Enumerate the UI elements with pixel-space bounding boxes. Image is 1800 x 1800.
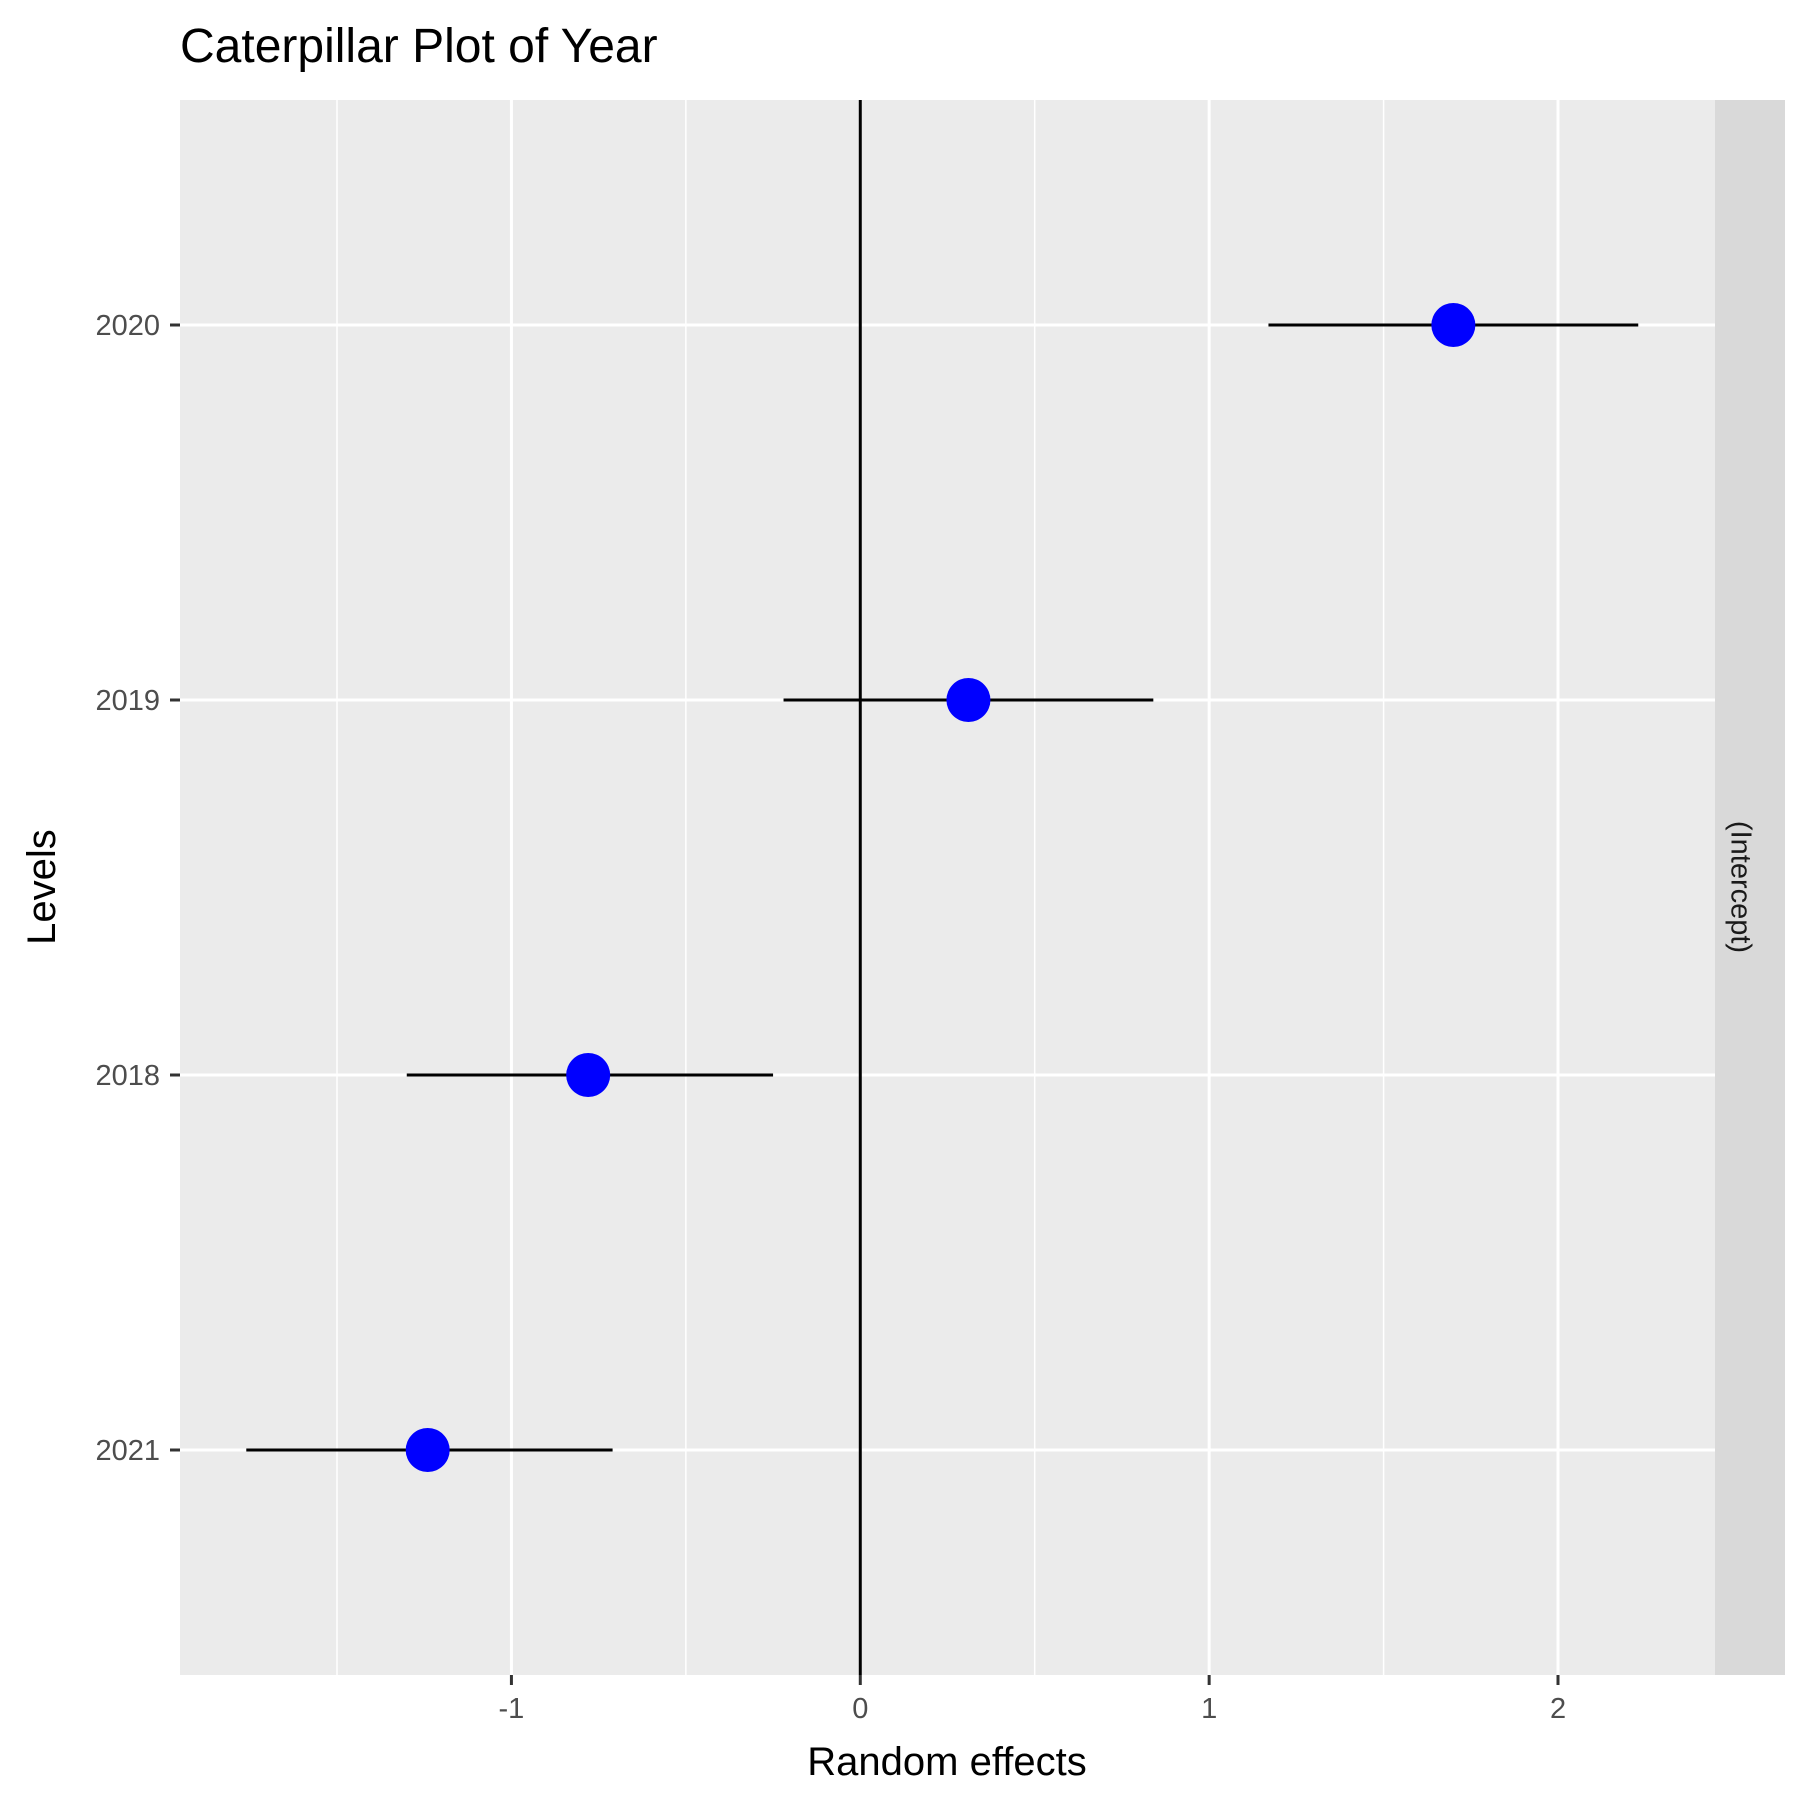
y-axis-title: Levels — [20, 829, 64, 945]
data-point — [566, 1053, 611, 1097]
y-tick-label: 2018 — [95, 1060, 160, 1092]
facet-strip — [1715, 100, 1785, 1675]
x-axis-title: Random effects — [807, 1740, 1086, 1784]
plot-panel — [180, 100, 1715, 1675]
minor-gridlines — [336, 100, 1385, 1675]
x-tick-label: -1 — [499, 1693, 525, 1725]
data-point — [405, 1428, 450, 1472]
y-axis-ticks: 2021 2018 2019 2020 — [95, 310, 180, 1467]
points — [405, 303, 1476, 1472]
chart-title: Caterpillar Plot of Year — [180, 20, 658, 73]
facet-strip-label: (Intercept) — [1724, 821, 1756, 953]
y-tick-label: 2021 — [95, 1435, 160, 1467]
x-tick-label: 0 — [852, 1693, 868, 1725]
x-tick-label: 1 — [1201, 1693, 1217, 1725]
x-axis-ticks: -1 0 1 2 — [499, 1675, 1566, 1725]
y-tick-label: 2020 — [95, 310, 160, 342]
y-tick-label: 2019 — [95, 685, 160, 717]
data-point — [946, 678, 991, 722]
x-tick-label: 2 — [1550, 1693, 1566, 1725]
data-point — [1431, 303, 1476, 347]
